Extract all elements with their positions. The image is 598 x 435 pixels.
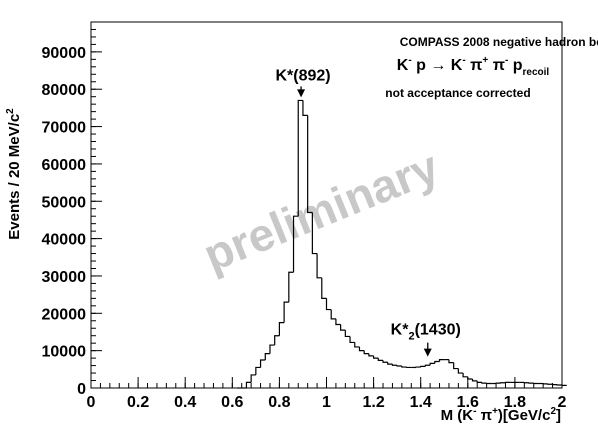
- x-tick-label: 0.2: [127, 394, 149, 411]
- histogram-bin: [325, 298, 332, 311]
- y-tick-label: 30000: [42, 269, 87, 286]
- histogram-bins: [237, 99, 567, 389]
- histogram-bin: [330, 309, 336, 320]
- histogram-bin: [434, 360, 440, 364]
- histogram-bin: [311, 212, 318, 255]
- x-tick-label: 1.4: [410, 394, 432, 411]
- histogram-bin: [368, 353, 374, 357]
- x-tick-label: 2: [558, 394, 567, 411]
- histogram-bin: [363, 350, 369, 355]
- histogram-bin: [307, 115, 313, 214]
- peak-annotations: [297, 86, 432, 357]
- y-axis: 0 10000 20000 30000 40000 50000 60000 70000 8000…: [42, 21, 102, 398]
- histogram-bin: [274, 335, 280, 346]
- peak-arrow-head: [297, 89, 306, 98]
- y-tick-label: 0: [77, 381, 86, 398]
- histogram-bin: [377, 358, 384, 361]
- histogram-bin: [245, 381, 252, 388]
- peak-arrow-head: [423, 348, 432, 357]
- y-tick-label: 50000: [42, 194, 87, 211]
- histogram-bin: [321, 277, 327, 299]
- histogram-bin: [420, 365, 426, 368]
- x-tick-label: 0.8: [268, 394, 290, 411]
- peak2-label: K*2(1430): [391, 322, 461, 343]
- y-tick-label: 80000: [42, 82, 87, 99]
- histogram-bin: [471, 379, 478, 382]
- histogram-bin: [316, 253, 322, 279]
- histogram-bin: [340, 324, 346, 331]
- histogram-bin: [382, 360, 388, 363]
- histogram-bin: [373, 355, 379, 359]
- histogram-bin: [467, 376, 473, 380]
- x-axis: 0 0.2 0.4 0.6 0.8 1 1.2 1.4 1.6 1.8 2: [87, 377, 567, 411]
- histogram-bin: [269, 344, 275, 354]
- histogram-bin: [250, 374, 256, 383]
- histogram-bin: [264, 353, 270, 360]
- histogram-bin: [396, 365, 402, 367]
- histogram-bin: [354, 342, 360, 348]
- preliminary-watermark: preliminary: [196, 140, 446, 281]
- y-tick-label: 40000: [42, 232, 87, 249]
- histogram-bin: [344, 330, 351, 338]
- x-tick-label: 0.6: [221, 394, 243, 411]
- peak1-label: K*(892): [275, 67, 330, 84]
- histogram-bin: [278, 322, 285, 336]
- histogram-bin: [424, 364, 431, 367]
- x-tick-label: 1.8: [504, 394, 526, 411]
- x-axis-title: M (K- π+)[GeV/c2]: [441, 406, 561, 424]
- histogram-bin: [297, 99, 303, 217]
- experiment-label: COMPASS 2008 negative hadron beam: [400, 35, 598, 49]
- y-tick-label: 60000: [42, 157, 87, 174]
- histogram-bin: [453, 362, 459, 370]
- histogram-bin: [349, 336, 355, 344]
- histogram-bin: [358, 346, 365, 352]
- reaction-label: K- p → K- π+ π- precoil: [397, 55, 550, 78]
- histogram-bin: [448, 359, 454, 364]
- x-tick-label: 0: [87, 394, 96, 411]
- histogram-bin: [481, 382, 487, 384]
- histogram-bin: [438, 359, 445, 362]
- x-tick-label: 0.4: [174, 394, 196, 411]
- histogram-bin: [283, 301, 289, 323]
- histogram-bin: [401, 365, 407, 368]
- x-tick-label: 1: [322, 394, 331, 411]
- histogram-bin: [259, 359, 266, 368]
- y-tick-label: 20000: [42, 306, 87, 323]
- histogram-bin: [457, 368, 464, 374]
- histogram-bin: [302, 100, 308, 116]
- y-axis-title: Events / 20 MeV/c2: [5, 108, 23, 240]
- x-tick-label: 1.6: [457, 394, 479, 411]
- histogram-bin: [255, 366, 261, 375]
- y-tick-label: 70000: [42, 120, 87, 137]
- histogram-bin: [292, 215, 299, 273]
- histogram-bin: [335, 318, 341, 326]
- histogram-bin: [462, 373, 468, 378]
- y-tick-label: 10000: [42, 344, 87, 361]
- histogram-bin: [429, 362, 435, 366]
- histogram-bin: [476, 380, 482, 383]
- histogram-bin: [387, 362, 393, 365]
- histogram-bin: [288, 271, 294, 303]
- acceptance-note: not acceptance corrected: [385, 86, 530, 100]
- histogram-bin: [391, 364, 398, 366]
- x-tick-label: 1.2: [362, 394, 384, 411]
- y-tick-label: 90000: [42, 45, 87, 62]
